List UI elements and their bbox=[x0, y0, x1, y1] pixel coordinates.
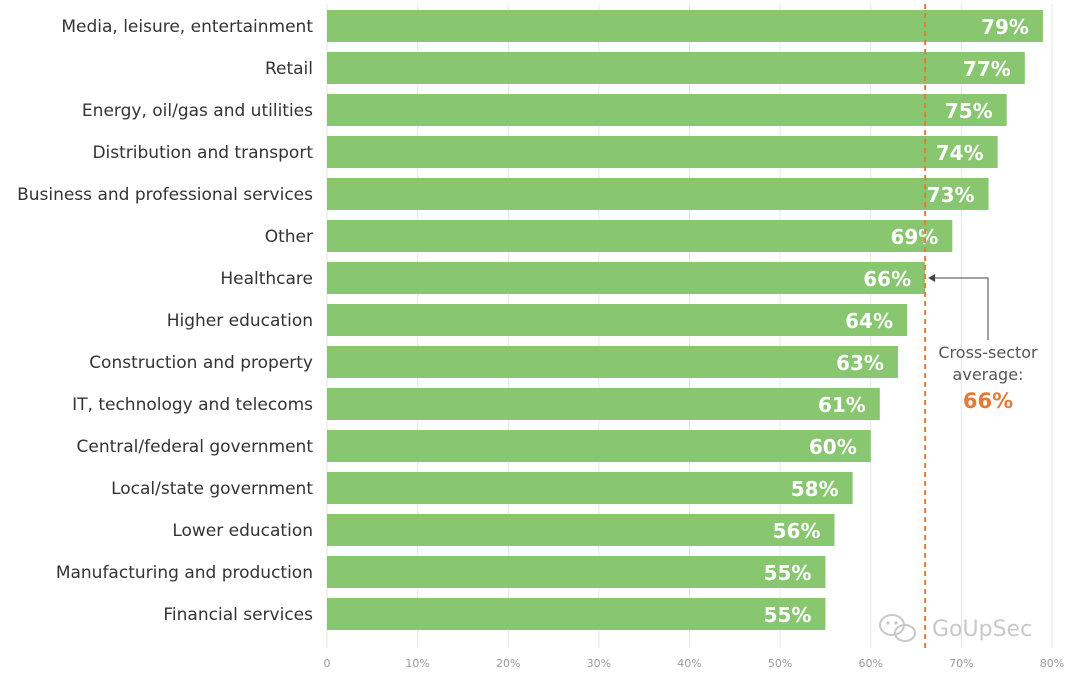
category-label: Financial services bbox=[163, 605, 313, 625]
x-tick-label: 0 bbox=[324, 657, 331, 670]
x-tick-label: 70% bbox=[949, 657, 973, 670]
category-label: Energy, oil/gas and utilities bbox=[82, 101, 313, 121]
x-tick-label: 20% bbox=[496, 657, 520, 670]
category-label: Retail bbox=[265, 59, 313, 79]
x-tick-label: 30% bbox=[587, 657, 611, 670]
average-label-line-2: average: bbox=[953, 365, 1024, 384]
bar-value-label: 64% bbox=[845, 309, 893, 333]
bar bbox=[327, 94, 1007, 126]
x-axis-tick-labels: 0 10% 20% 30% 40% 50% 60% 70% 80% bbox=[324, 657, 1065, 670]
average-value-label: 66% bbox=[963, 389, 1013, 413]
category-label: Manufacturing and production bbox=[56, 563, 313, 583]
bar-value-label: 63% bbox=[836, 351, 884, 375]
category-label: Higher education bbox=[167, 311, 313, 331]
category-label: Local/state government bbox=[111, 479, 313, 499]
bar-value-label: 79% bbox=[981, 15, 1029, 39]
bar bbox=[327, 262, 926, 294]
bar-value-label: 74% bbox=[936, 141, 984, 165]
watermark: GoUpSec bbox=[879, 614, 1032, 642]
average-label-line-1: Cross-sector bbox=[938, 343, 1038, 362]
category-label: Central/federal government bbox=[77, 437, 314, 457]
bar bbox=[327, 304, 907, 336]
wechat-icon bbox=[879, 614, 916, 642]
category-labels: Media, leisure, entertainment Retail Energ… bbox=[17, 17, 313, 625]
bar-value-label: 77% bbox=[963, 57, 1011, 81]
category-label: Lower education bbox=[172, 521, 313, 541]
category-label: Media, leisure, entertainment bbox=[61, 17, 313, 37]
bar-value-label: 61% bbox=[818, 393, 866, 417]
bar-value-label: 73% bbox=[927, 183, 975, 207]
x-tick-label: 50% bbox=[768, 657, 792, 670]
bar-value-label: 58% bbox=[791, 477, 839, 501]
category-label: Construction and property bbox=[89, 353, 313, 373]
bar bbox=[327, 388, 880, 420]
bar bbox=[327, 472, 853, 504]
value-labels: 79% 77% 75% 74% 73% 69% 66% 64% 63% 61% 60% 58% 56% 5… bbox=[764, 15, 1029, 627]
cross-sector-average-annotation: Cross-sector average: 66% bbox=[924, 4, 1038, 648]
bar-value-label: 75% bbox=[945, 99, 993, 123]
category-label: IT, technology and telecoms bbox=[72, 395, 313, 415]
bar-value-label: 56% bbox=[773, 519, 821, 543]
watermark-text: GoUpSec bbox=[932, 617, 1032, 642]
bars bbox=[327, 10, 1043, 630]
bar bbox=[327, 598, 826, 630]
x-tick-label: 60% bbox=[859, 657, 883, 670]
category-label: Distribution and transport bbox=[92, 143, 313, 163]
bar bbox=[327, 220, 953, 252]
bar bbox=[327, 430, 871, 462]
bar-value-label: 66% bbox=[863, 267, 911, 291]
bar-value-label: 60% bbox=[809, 435, 857, 459]
bar bbox=[327, 178, 989, 210]
bar-value-label: 55% bbox=[764, 561, 812, 585]
bar bbox=[327, 52, 1025, 84]
bar bbox=[327, 136, 998, 168]
bar bbox=[327, 514, 835, 546]
bar bbox=[327, 556, 826, 588]
average-arrow bbox=[934, 277, 989, 340]
arrowhead-icon bbox=[928, 274, 936, 282]
bar-value-label: 69% bbox=[890, 225, 938, 249]
x-tick-label: 40% bbox=[677, 657, 701, 670]
bar bbox=[327, 10, 1043, 42]
category-label: Healthcare bbox=[220, 269, 313, 289]
bar-value-label: 55% bbox=[764, 603, 812, 627]
category-label: Business and professional services bbox=[17, 185, 313, 205]
category-label: Other bbox=[265, 227, 313, 247]
x-tick-label: 80% bbox=[1040, 657, 1064, 670]
x-tick-label: 10% bbox=[405, 657, 429, 670]
bar bbox=[327, 346, 898, 378]
